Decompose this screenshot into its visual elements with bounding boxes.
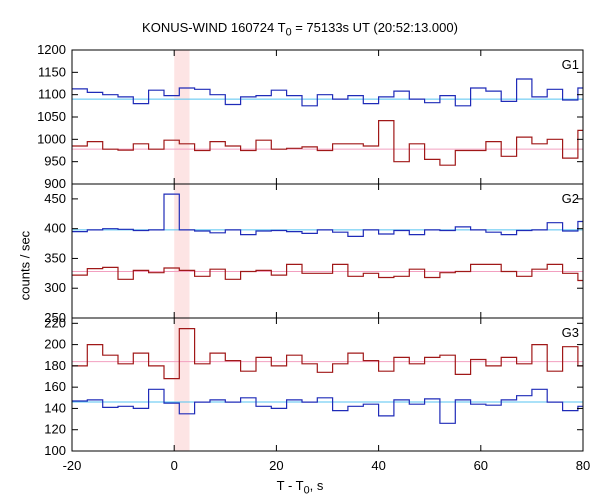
panel-label-g3: G3 [562, 325, 579, 340]
series-g3-1 [72, 388, 583, 424]
panel-frame-g2 [71, 183, 584, 319]
y-tick-label: 400 [44, 221, 66, 236]
y-tick-label: 1000 [37, 131, 66, 146]
highlight-band [174, 50, 190, 451]
y-tick-label: 450 [44, 191, 66, 206]
y-tick-label: 950 [44, 154, 66, 169]
y-tick-label: 1050 [37, 109, 66, 124]
y-tick-label: 1200 [37, 42, 66, 57]
y-tick-label: 350 [44, 250, 66, 265]
chart-title: KONUS-WIND 160724 T0 = 75133s UT (20:52:… [142, 20, 458, 39]
y-tick-label: 100 [44, 443, 66, 458]
panel-frame-g1 [71, 49, 584, 185]
x-tick-label: 60 [474, 458, 488, 473]
x-tick-label: 0 [171, 458, 178, 473]
y-tick-label: 160 [44, 379, 66, 394]
y-tick-label: 1100 [38, 87, 66, 102]
x-axis-label: T - T0, s [276, 478, 324, 497]
x-tick-label: -20 [63, 458, 82, 473]
x-tick-label: 20 [269, 458, 283, 473]
y-tick-label: 200 [44, 337, 66, 352]
y-tick-label: 250 [44, 310, 66, 325]
series-g2-1 [72, 263, 583, 282]
series-g1-0 [72, 78, 583, 107]
y-tick-label: 1150 [38, 64, 66, 79]
series-g1-1 [72, 120, 583, 166]
panel-label-g1: G1 [562, 57, 579, 72]
y-tick-label: 300 [44, 280, 66, 295]
y-tick-label: 140 [44, 400, 66, 415]
series-g3-0 [72, 328, 583, 380]
series-g2-0 [72, 193, 583, 237]
y-tick-label: 120 [44, 422, 66, 437]
x-tick-label: 80 [576, 458, 590, 473]
panel-label-g2: G2 [562, 191, 579, 206]
x-tick-label: 40 [371, 458, 385, 473]
panel-frame-g3 [71, 317, 584, 452]
y-tick-label: 180 [44, 358, 66, 373]
y-tick-label: 900 [44, 176, 66, 191]
y-tick-label: 220 [44, 315, 66, 330]
